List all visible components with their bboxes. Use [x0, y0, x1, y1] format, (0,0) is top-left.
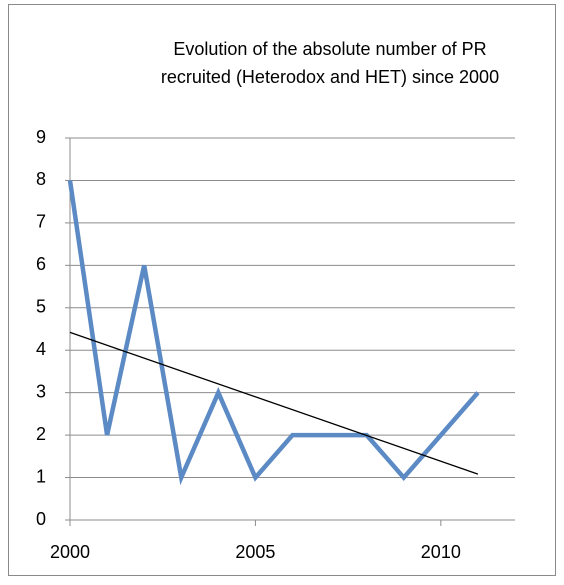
- y-tick-label: 1: [36, 466, 46, 486]
- y-tick-label: 2: [36, 424, 46, 444]
- y-tick-label: 4: [36, 339, 46, 359]
- x-tick-label: 2000: [50, 542, 90, 562]
- data-line: [67, 180, 480, 486]
- chart-frame: [8, 4, 556, 576]
- chart-title: Evolution of the absolute number of PR: [173, 39, 486, 59]
- y-tick-label: 3: [36, 381, 46, 401]
- y-tick-label: 7: [36, 212, 46, 232]
- y-tick-label: 8: [36, 169, 46, 189]
- chart-title: recruited (Heterodox and HET) since 2000: [161, 67, 499, 87]
- y-tick-label: 9: [36, 127, 46, 147]
- trend-line: [69, 331, 479, 475]
- y-tick-label: 6: [36, 254, 46, 274]
- y-tick-label: 0: [36, 509, 46, 529]
- x-tick-label: 2010: [421, 542, 461, 562]
- y-tick-label: 5: [36, 297, 46, 317]
- x-tick-label: 2005: [235, 542, 275, 562]
